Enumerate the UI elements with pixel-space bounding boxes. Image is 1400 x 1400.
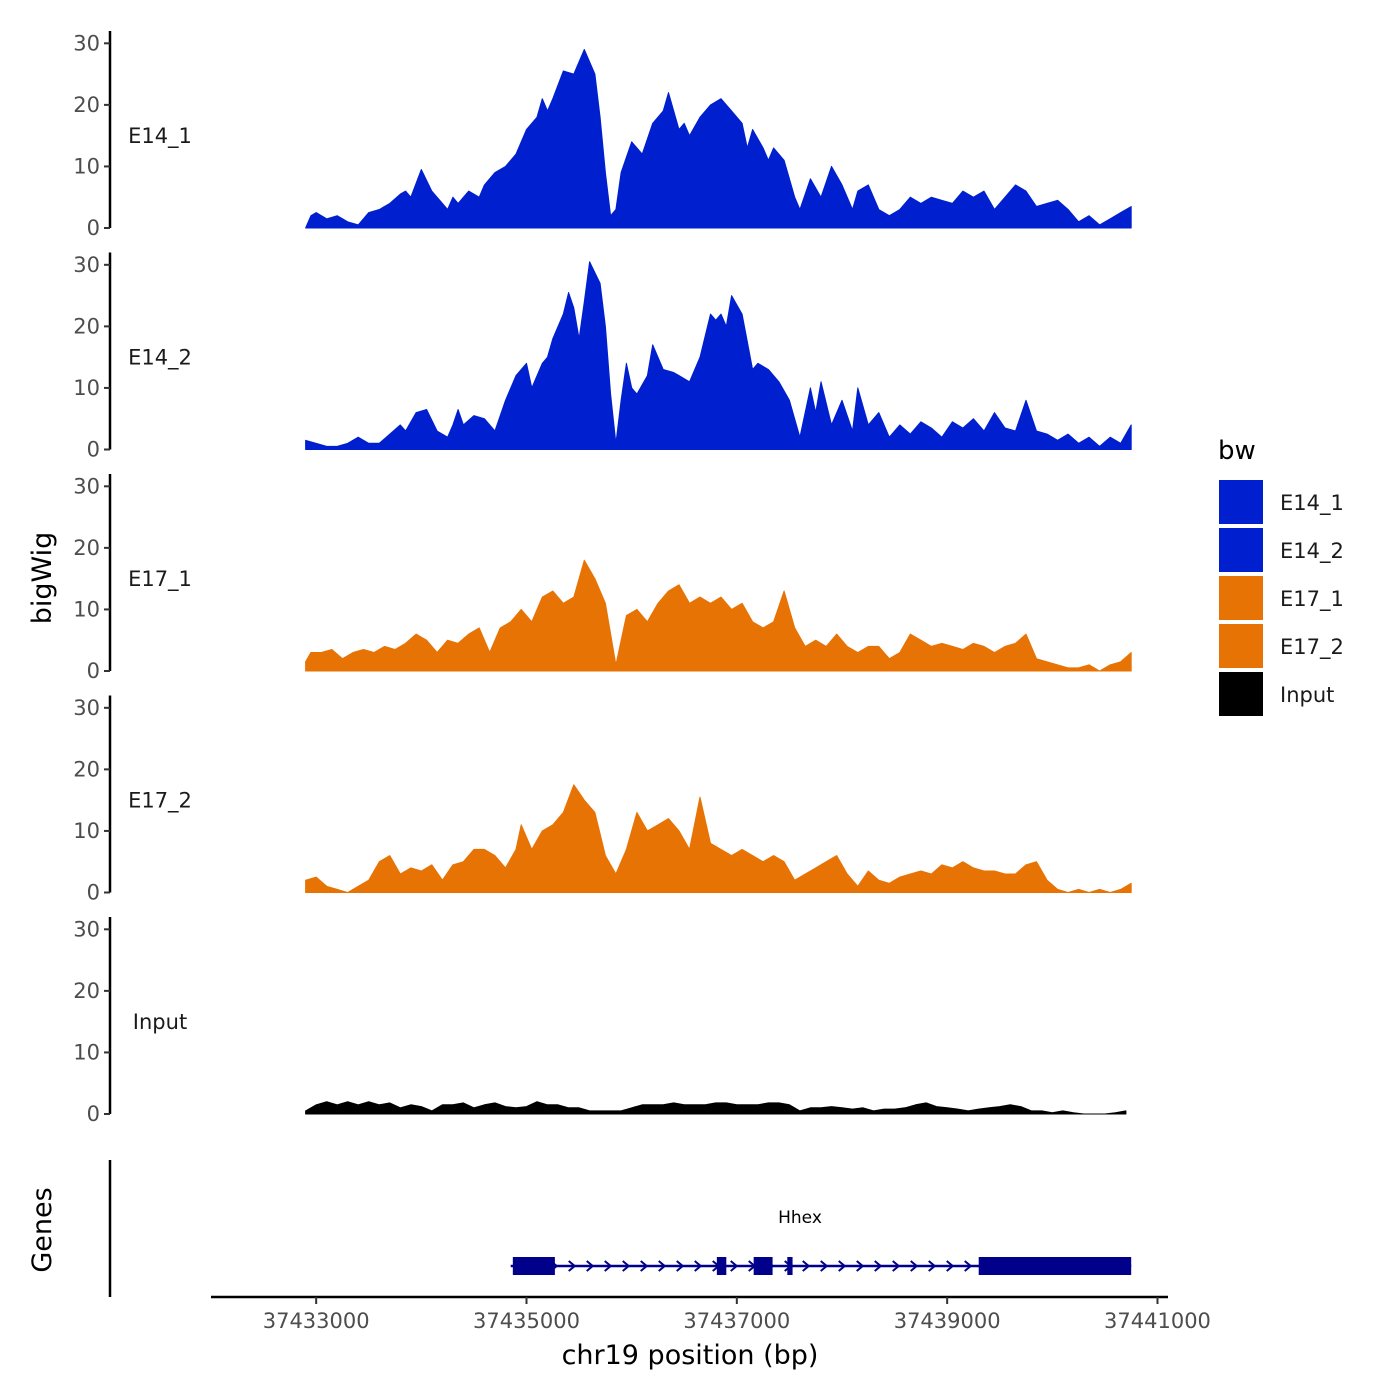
legend-swatch-Input [1219, 672, 1263, 716]
signal-area-E17_1 [305, 559, 1132, 672]
y-tick-label: 30 [73, 31, 100, 55]
y-tick-label: 10 [73, 376, 100, 400]
x-tick-label: 37441000 [1104, 1309, 1211, 1333]
x-tick-label: 37433000 [263, 1309, 370, 1333]
strand-arrow [946, 1260, 955, 1272]
y-tick-label: 30 [73, 474, 100, 498]
strand-arrow [802, 1260, 811, 1272]
gene-exon [512, 1257, 555, 1275]
x-tick-label: 37437000 [683, 1309, 790, 1333]
strand-arrow [604, 1260, 613, 1272]
gene-name-label: Hhex [778, 1208, 822, 1228]
y-tick-label: 20 [73, 979, 100, 1003]
y-tick-label: 30 [73, 917, 100, 941]
strand-arrow [622, 1260, 631, 1272]
y-tick-label: 30 [73, 696, 100, 720]
signal-area-E17_2 [305, 784, 1132, 893]
strand-arrow [820, 1260, 829, 1272]
y-tick-label: 20 [73, 314, 100, 338]
gene-exon [978, 1257, 1132, 1275]
genes-axis-title: Genes [27, 1187, 58, 1272]
track-label-E14_2: E14_2 [128, 346, 192, 371]
legend: bw E14_1 E14_2 E17_1 E17_2 Input [1218, 436, 1344, 716]
strand-arrow [838, 1260, 847, 1272]
y-tick-label: 10 [73, 154, 100, 178]
track-panel-E17_1: 0 10 20 30 E17_1 [73, 474, 1132, 683]
signal-area-E14_2 [305, 261, 1132, 450]
track-label-E14_1: E14_1 [128, 124, 192, 149]
strand-arrow [694, 1260, 703, 1272]
y-tick-label: 20 [73, 757, 100, 781]
strand-arrow [730, 1260, 739, 1272]
legend-swatch-E14_1 [1219, 480, 1263, 524]
legend-label-E14_2: E14_2 [1280, 539, 1344, 564]
y-tick-label: 20 [73, 93, 100, 117]
y-tick-label: 10 [73, 819, 100, 843]
gene-exon [716, 1257, 727, 1275]
strand-arrow [658, 1260, 667, 1272]
strand-arrow [910, 1260, 919, 1272]
x-tick-label: 37439000 [894, 1309, 1001, 1333]
signal-area-E14_1 [305, 49, 1132, 229]
strand-arrow [874, 1260, 883, 1272]
y-tick-label: 20 [73, 536, 100, 560]
y-axis-title: bigWig [27, 532, 58, 625]
gene-track: Hhex [108, 1160, 1132, 1297]
legend-label-E17_1: E17_1 [1280, 587, 1344, 612]
legend-swatch-E14_2 [1219, 528, 1263, 572]
x-axis-title: chr19 position (bp) [562, 1340, 819, 1371]
track-panel-E14_1: 0 10 20 30 E14_1 [73, 31, 1132, 240]
track-panel-Input: 0 10 20 30 Input [73, 917, 1127, 1126]
legend-label-Input: Input [1280, 683, 1334, 707]
strand-arrow [586, 1260, 595, 1272]
strand-arrow [928, 1260, 937, 1272]
legend-label-E14_1: E14_1 [1280, 491, 1344, 516]
strand-arrow [568, 1260, 577, 1272]
y-tick-label: 10 [73, 597, 100, 621]
legend-label-E17_2: E17_2 [1280, 635, 1344, 660]
strand-arrow [856, 1260, 865, 1272]
track-label-E17_1: E17_1 [128, 567, 192, 592]
track-panel-E17_2: 0 10 20 30 E17_2 [73, 695, 1132, 905]
y-tick-label: 0 [87, 438, 100, 462]
track-label-E17_2: E17_2 [128, 789, 192, 814]
y-tick-label: 0 [87, 1102, 100, 1126]
track-label-Input: Input [133, 1010, 187, 1034]
y-tick-label: 0 [87, 216, 100, 240]
strand-arrow [676, 1260, 685, 1272]
signal-area-Input [305, 1101, 1127, 1115]
strand-arrow [892, 1260, 901, 1272]
x-tick-label: 37435000 [473, 1309, 580, 1333]
gene-exon [753, 1257, 773, 1275]
track-panel-E14_2: 0 10 20 30 E14_2 [73, 252, 1132, 462]
strand-arrow [640, 1260, 649, 1272]
bigwig-tracks: 0 10 20 30 E14_1 0 10 20 30 E14_2 0 10 20 30 E17_1 0 10 2… [73, 31, 1132, 1126]
y-tick-label: 10 [73, 1040, 100, 1064]
y-tick-label: 0 [87, 659, 100, 683]
legend-swatch-E17_2 [1219, 624, 1263, 668]
strand-arrow [964, 1260, 973, 1272]
y-tick-label: 30 [73, 253, 100, 277]
legend-swatch-E17_1 [1219, 576, 1263, 620]
gene-exon [787, 1257, 793, 1275]
x-axis: 37433000 37435000 37437000 37439000 37441000 [211, 1295, 1211, 1333]
legend-title: bw [1218, 436, 1256, 466]
y-tick-label: 0 [87, 881, 100, 905]
